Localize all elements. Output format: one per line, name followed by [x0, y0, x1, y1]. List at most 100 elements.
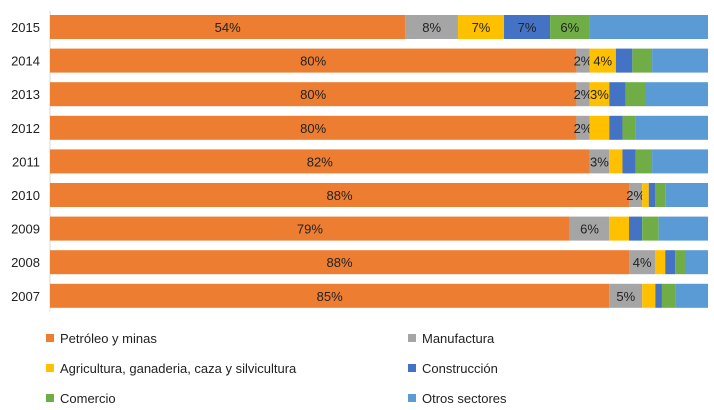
data-label: 80% — [300, 121, 326, 136]
category-tick-label: 2010 — [11, 188, 40, 203]
bar-segment — [658, 216, 708, 241]
bar-segment — [661, 283, 676, 308]
data-label: 7% — [472, 20, 491, 35]
bar-segment — [629, 250, 656, 275]
data-label: 4% — [593, 54, 612, 69]
bar-segment — [642, 216, 659, 241]
data-label: 88% — [327, 255, 353, 270]
bar-segment — [50, 82, 577, 107]
legend-item: Manufactura — [408, 328, 494, 348]
bar-segment — [569, 216, 610, 241]
category-tick-label: 2009 — [11, 222, 40, 237]
data-label: 2% — [574, 87, 593, 102]
bar-segment — [645, 82, 708, 107]
bar-segment — [589, 149, 610, 174]
legend-swatch — [46, 364, 54, 372]
bar-segment — [550, 15, 590, 39]
bar-segment — [576, 115, 590, 140]
data-label: 85% — [317, 289, 343, 304]
data-label: 54% — [215, 20, 241, 35]
bar-segment — [50, 149, 590, 174]
data-label: 80% — [300, 54, 326, 69]
data-label: 2% — [574, 54, 593, 69]
bar-segment — [635, 149, 653, 174]
legend-item: Otros sectores — [408, 388, 507, 408]
bar-segment — [684, 250, 708, 275]
bar-segment — [675, 283, 708, 308]
bar-segment — [629, 183, 643, 207]
bar-segment — [642, 183, 649, 207]
bar-segment — [648, 183, 656, 207]
stacked-bar-chart: 2015 54% 8% 7% 7% 6%2014 80% 2% 4%2013 80% 2%3%201… — [11, 11, 708, 312]
legend-swatch — [408, 364, 416, 372]
bar-segment — [635, 115, 708, 140]
data-label: 2% — [574, 121, 593, 136]
data-label: 80% — [300, 87, 326, 102]
data-label: 3% — [590, 87, 609, 102]
bar-segment — [609, 283, 643, 308]
bar-segment — [576, 82, 590, 107]
data-label: 8% — [422, 20, 441, 35]
bar-segment — [622, 149, 636, 174]
bar-segment — [652, 149, 708, 174]
category-tick-label: 2015 — [11, 20, 40, 35]
bar-segment — [655, 283, 662, 308]
chart-legend: Petróleo y minas Manufactura Agricultura, … — [0, 322, 714, 410]
data-label: 82% — [307, 154, 333, 169]
bar-segment — [50, 250, 630, 275]
bar-segment — [50, 183, 630, 207]
bar-segment — [50, 115, 577, 140]
bar-segment — [609, 115, 623, 140]
legend-swatch — [408, 334, 416, 342]
data-label: 79% — [297, 222, 323, 237]
bar-segment — [609, 216, 630, 241]
category-tick-label: 2007 — [11, 289, 40, 304]
bar-segment — [50, 216, 570, 241]
category-tick-label: 2013 — [11, 87, 40, 102]
bar-segment — [625, 82, 646, 107]
legend-label: Otros sectores — [422, 390, 507, 406]
bar-segment — [589, 15, 708, 39]
category-tick-label: 2011 — [12, 154, 40, 169]
data-label: 6% — [560, 20, 579, 35]
bar-segment — [665, 183, 708, 207]
category-tick-label: 2012 — [11, 121, 40, 136]
bar-segment — [50, 48, 577, 73]
legend-swatch — [408, 394, 416, 402]
bar-segment — [609, 149, 623, 174]
data-label: 6% — [580, 222, 599, 237]
bar-segment — [629, 216, 643, 241]
legend-swatch — [46, 334, 54, 342]
bar-segment — [609, 82, 626, 107]
legend-item: Construcción — [408, 358, 498, 378]
bar-segment — [675, 250, 685, 275]
data-label: 3% — [590, 154, 609, 169]
bar-segment — [504, 15, 551, 39]
bar-segment — [655, 250, 666, 275]
legend-item: Comercio — [46, 388, 116, 408]
bar-segment — [50, 283, 610, 308]
data-label: 88% — [327, 188, 353, 203]
bar-segment — [405, 15, 458, 39]
legend-label: Construcción — [422, 360, 498, 376]
bar-segment — [50, 15, 406, 39]
data-label: 5% — [616, 289, 635, 304]
bar-segment — [589, 115, 610, 140]
data-label: 2% — [626, 188, 645, 203]
bar-segment — [665, 250, 676, 275]
bar-segment — [589, 82, 610, 107]
legend-item: Petróleo y minas — [46, 328, 157, 348]
bar-segment — [457, 15, 505, 39]
bar-segment — [655, 183, 666, 207]
bar-segment — [632, 48, 653, 73]
bar-segment — [622, 115, 636, 140]
legend-swatch — [46, 394, 54, 402]
data-label: 7% — [518, 20, 537, 35]
legend-item: Agricultura, ganaderia, caza y silvicult… — [46, 358, 296, 378]
bar-segment — [642, 283, 656, 308]
bar-segment — [615, 48, 633, 73]
category-tick-label: 2008 — [11, 255, 40, 270]
legend-label: Manufactura — [422, 330, 495, 346]
bar-segment — [589, 48, 616, 73]
category-tick-label: 2014 — [11, 54, 40, 69]
